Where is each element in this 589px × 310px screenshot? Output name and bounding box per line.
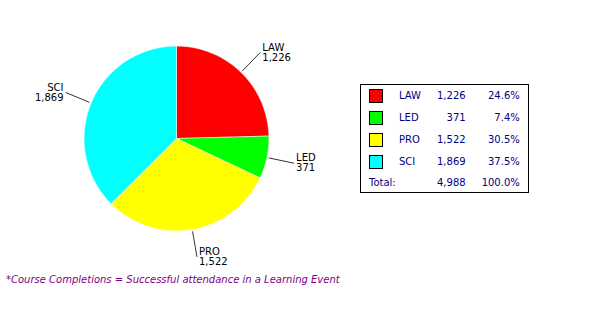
html-text:SCI: SCI [399,156,416,167]
html-text:37.5%: 37.5% [488,156,520,167]
html-text:PRO: PRO [399,134,420,145]
html-text:LED: LED [399,112,419,123]
html-text:1,522: 1,522 [437,134,466,145]
html-text:Total:: Total: [369,176,396,188]
html-text:30.5%: 30.5% [488,134,520,145]
html-text:100.0%: 100.0% [481,176,520,188]
html-text:1,226: 1,226 [437,90,466,101]
html-text:24.6%: 24.6% [488,90,520,101]
svg-text:SCI1,869: SCI1,869 [35,82,64,103]
html-text:*Course Completions = Successf: *Course Completions = Successful attenda… [6,274,340,285]
html-text:1,869: 1,869 [437,156,466,167]
svg-text:PRO1,522: PRO1,522 [199,246,228,267]
html-text:371: 371 [446,112,466,123]
svg-text:LAW1,226: LAW1,226 [262,42,291,63]
html-text:4,988: 4,988 [437,176,466,188]
html-text:7.4%: 7.4% [494,112,520,123]
html-text:LAW: LAW [399,90,421,101]
svg-text:LED371: LED371 [296,152,316,173]
